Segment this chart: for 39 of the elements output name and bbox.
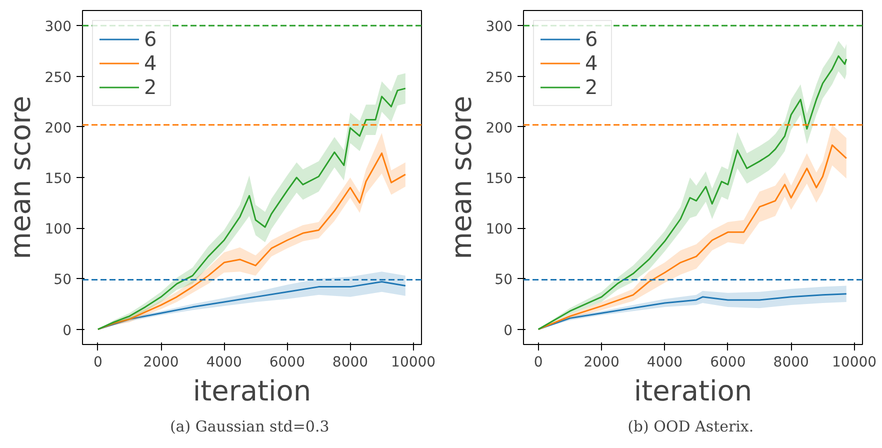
y-tick-label: 150: [44, 171, 72, 187]
y-tick-label: 100: [486, 222, 513, 238]
text: (b) OOD Asterix.: [628, 418, 754, 436]
y-tick-label: 250: [44, 70, 72, 86]
line-series: [538, 293, 848, 330]
legend-label: 6: [585, 27, 599, 51]
x-tick-label: 0: [534, 354, 543, 370]
x-tick-label: 4000: [646, 354, 683, 370]
x-tick-label: 8000: [332, 354, 368, 370]
y-tick-label: 200: [44, 120, 72, 136]
y-tick-label: 300: [486, 19, 513, 36]
x-tick-label: 2000: [584, 354, 620, 370]
y-axis-title: mean score: [4, 96, 37, 260]
legend-label: 4: [144, 51, 158, 75]
y-tick-label: 150: [486, 171, 513, 187]
x-tick-label: 0: [94, 354, 102, 370]
legend-label: 4: [585, 51, 599, 75]
x-axis-title: iteration: [192, 374, 312, 408]
x-tick-label: 10000: [832, 354, 877, 370]
y-tick-label: 50: [54, 272, 72, 288]
x-axis-title: iteration: [634, 374, 752, 408]
y-axis-title: mean score: [444, 96, 478, 260]
x-tick-label: 4000: [206, 354, 242, 370]
y-tick-label: 50: [494, 272, 513, 288]
y-tick-label: 0: [504, 322, 513, 339]
y-tick-label: 100: [44, 222, 72, 238]
x-tick-label: 2000: [143, 354, 179, 370]
x-tick-label: 10000: [391, 354, 436, 370]
x-tick-label: 6000: [269, 354, 305, 370]
y-tick-label: 300: [44, 19, 72, 36]
x-tick-label: 6000: [710, 354, 746, 370]
y-tick-label: 250: [486, 70, 513, 86]
legend-label: 2: [144, 75, 158, 99]
x-tick-label: 8000: [773, 354, 809, 370]
y-tick-label: 200: [486, 120, 513, 136]
y-tick-label: 0: [62, 322, 72, 339]
text: (a) Gaussian std=0.3: [170, 418, 330, 436]
legend-label: 6: [144, 27, 158, 51]
legend-label: 2: [585, 75, 599, 99]
